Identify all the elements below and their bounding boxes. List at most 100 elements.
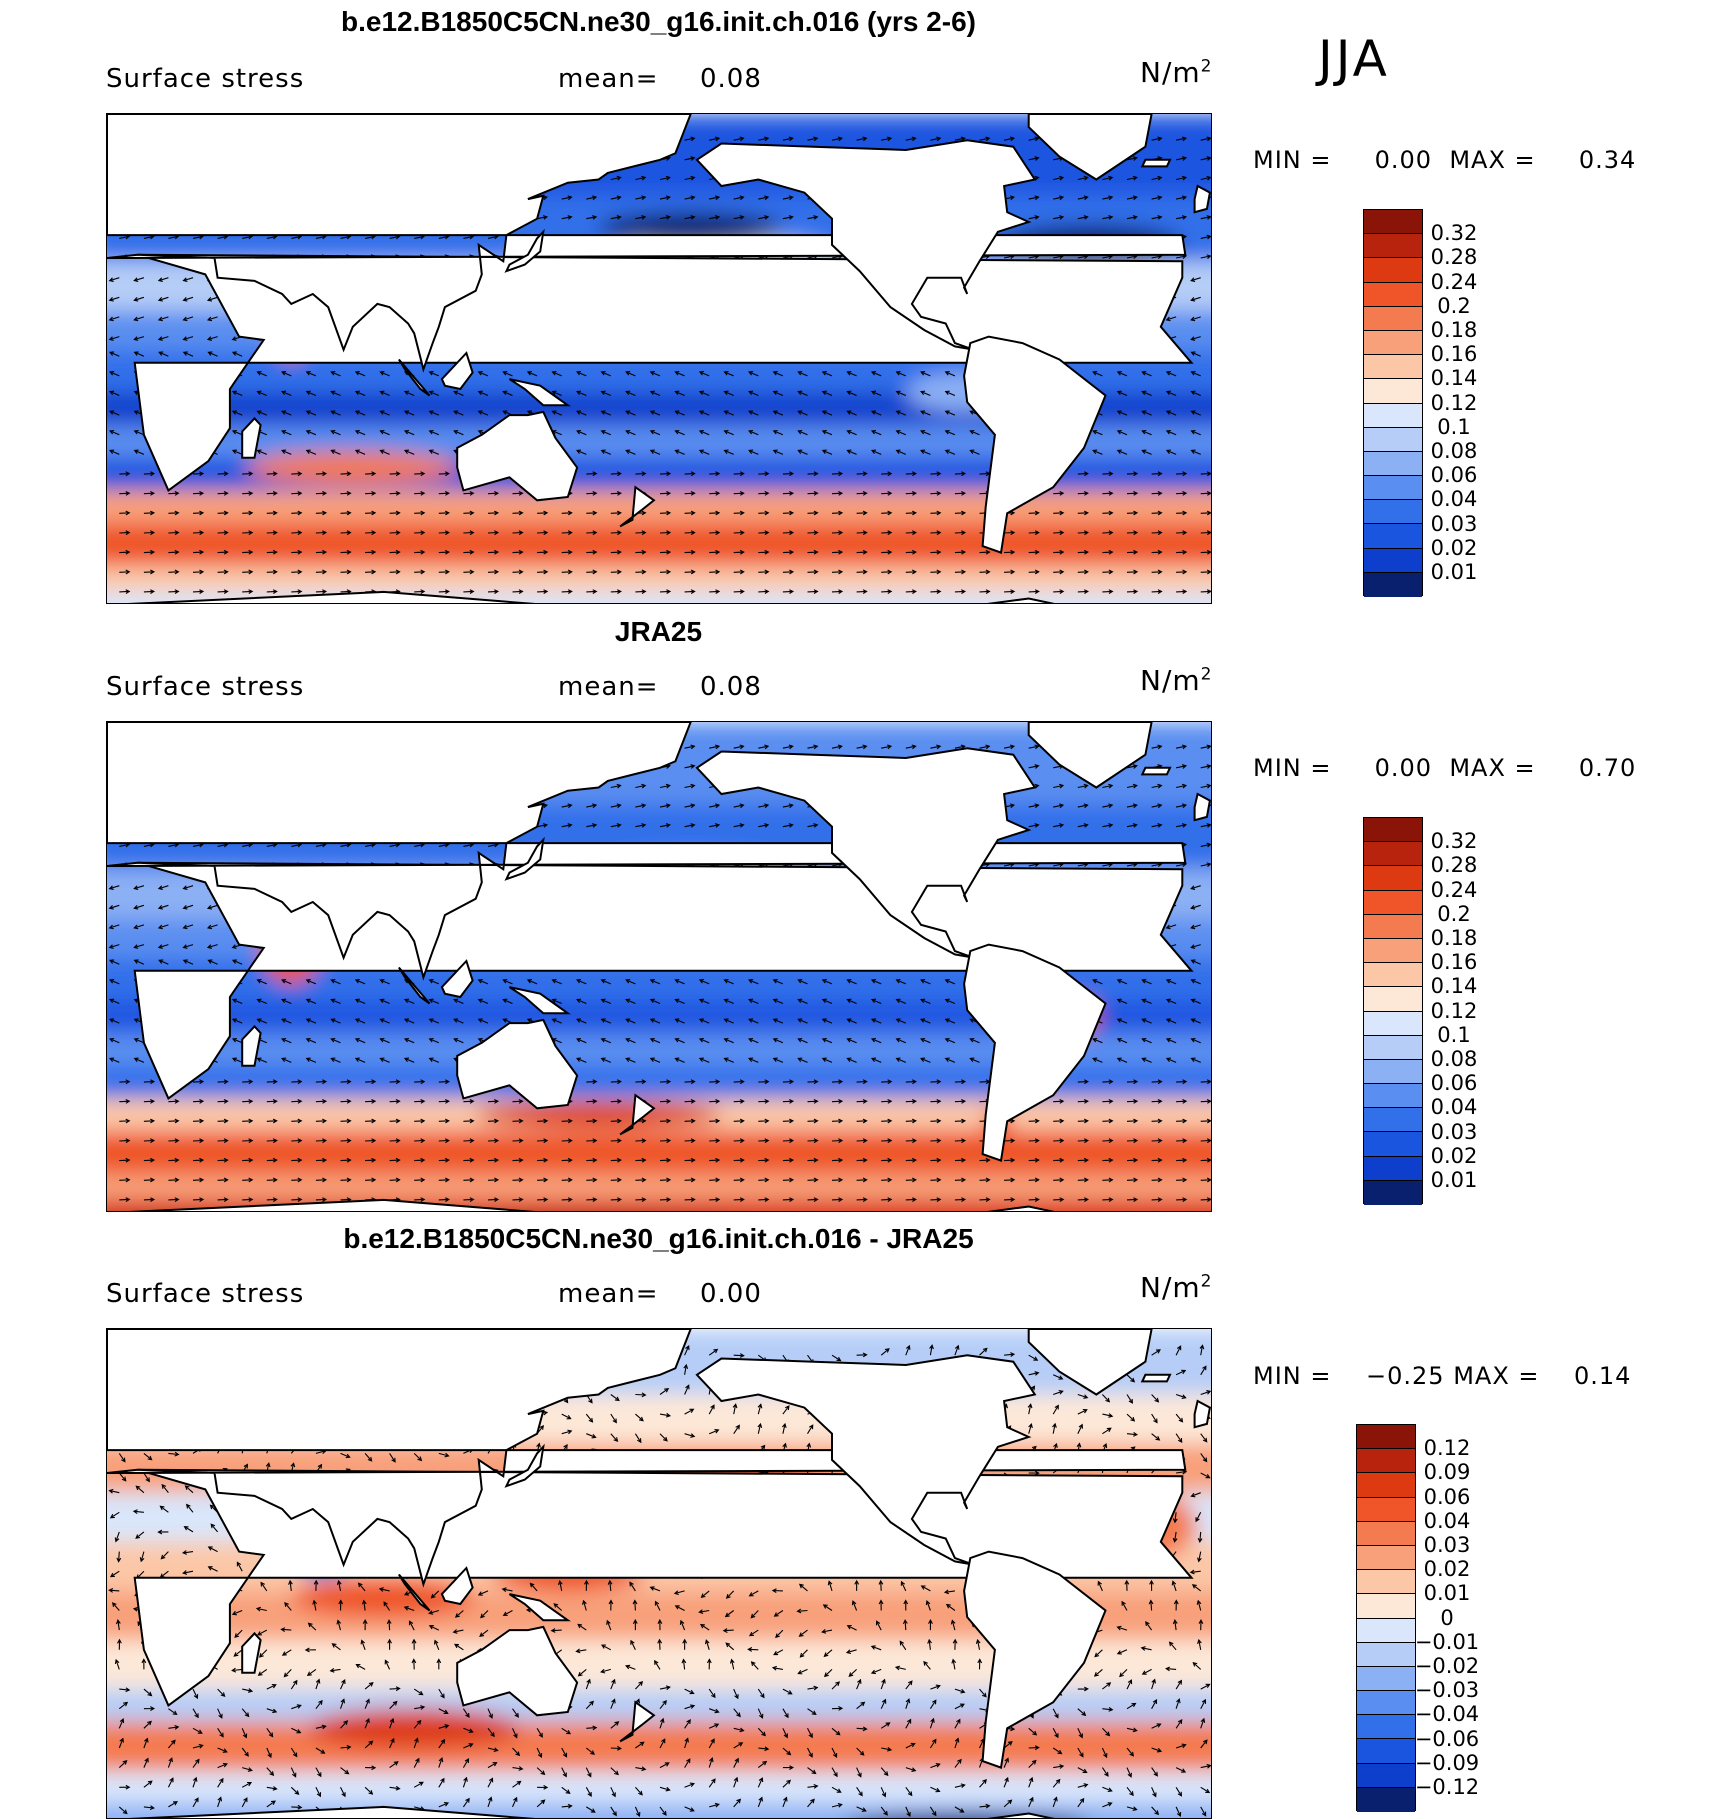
stress-vector-arrow [708,1404,715,1415]
stress-vector-arrow [453,410,464,416]
stress-vector-arrow [895,410,907,416]
stress-vector-arrow [1077,1099,1089,1104]
stress-vector-arrow [143,1157,156,1163]
stress-vector-arrow [684,195,696,201]
land-polygon [1140,1373,1172,1383]
stress-vector-arrow [192,471,205,477]
land-polygon [128,1805,1055,1818]
stress-vector-arrow [168,1118,180,1124]
stress-vector-arrow [1126,1079,1139,1085]
stress-vector-arrow [291,1804,303,1810]
stress-vector-arrow [831,136,843,142]
stress-vector-arrow [192,1197,205,1202]
stress-vector-arrow [1102,1394,1111,1403]
stress-vector-arrow [856,491,868,496]
stress-vector-arrow [133,316,145,322]
stress-blob [245,451,461,484]
stress-vector-arrow [414,1197,426,1202]
stress-vector-arrow [733,1118,745,1124]
stress-vector-arrow [480,1610,489,1619]
stress-vector-arrow [576,390,587,397]
stress-vector-arrow [831,530,844,536]
colorbar-tick-label: 0.04 [1423,1508,1471,1533]
colorbar-segment [1364,403,1422,428]
stress-vector-arrow [659,569,672,575]
stress-vector-arrow [772,1037,784,1044]
stress-vector-arrow [576,1057,587,1063]
stress-vector-arrow [1003,136,1016,142]
stress-vector-arrow [283,1669,292,1678]
stress-vector-arrow [365,1157,377,1163]
stress-vector-arrow [903,1599,909,1611]
stress-vector-arrow [266,1138,278,1144]
stress-vector-arrow [241,1728,248,1739]
stress-vector-arrow [782,1765,795,1770]
stress-vector-arrow [698,410,710,416]
stress-vector-arrow [1028,803,1040,809]
stress-vector-arrow [454,1610,464,1618]
stress-vector-arrow [1116,410,1128,416]
stress-vector-arrow [379,371,390,377]
colorbar-segment [1364,572,1422,597]
stress-vector-arrow [1151,744,1163,750]
stress-vector-arrow [1102,195,1114,201]
colorbar-segment [1364,548,1422,573]
stress-vector-arrow [1151,195,1163,201]
stress-vector-arrow [950,1619,956,1631]
stress-vector-arrow [260,1581,268,1592]
stress-vector-arrow [1148,1599,1154,1611]
colorbar-tick-label: 0.01 [1430,560,1478,584]
stress-vector-arrow [902,1619,908,1631]
stress-vector-arrow [536,215,549,220]
stress-vector-arrow [1151,549,1163,555]
stress-vector-arrow [725,1642,735,1651]
colorbar-segment [1364,500,1422,525]
stress-vector-arrow [340,1720,349,1729]
stress-vector-arrow [954,1138,967,1144]
stress-vector-arrow [698,449,710,455]
stress-vector-arrow [433,1639,440,1651]
stress-vector-arrow [635,1079,647,1085]
stress-vector-arrow [831,549,844,555]
stress-vector-arrow [674,979,685,985]
stress-vector-arrow [771,1665,783,1671]
stress-vector-arrow [291,1079,303,1085]
stress-vector-arrow [414,471,426,477]
stress-vector-arrow [684,1177,696,1183]
stress-vector-arrow [807,1197,819,1202]
stress-vector-arrow [479,1629,489,1638]
stress-vector-arrow [905,471,917,477]
stress-vector-arrow [307,1622,317,1631]
stress-vector-arrow [944,998,956,1005]
stress-vector-arrow [561,589,573,594]
stress-vector-arrow [1126,549,1139,555]
stress-vector-arrow [1176,530,1188,536]
stress-vector-arrow [1197,1551,1202,1563]
stress-vector-arrow [831,744,843,750]
stress-vector-arrow [1028,764,1040,769]
stress-vector-arrow [659,589,672,594]
stress-vector-arrow [1168,1641,1177,1651]
stress-vector-arrow [846,1018,857,1024]
stress-vector-arrow [930,569,942,575]
stress-vector-arrow [1116,371,1128,377]
stress-vector-arrow [1102,549,1114,555]
stress-vector-arrow [389,491,401,496]
stress-vector-arrow [241,1797,248,1808]
stress-vector-arrow [748,1057,759,1063]
stress-vector-arrow [1102,1427,1112,1435]
stress-vector-arrow [610,1678,616,1690]
stress-vector-arrow [610,1698,616,1709]
stress-vector-arrow [315,1079,328,1085]
stress-vector-arrow [698,979,710,985]
stress-vector-arrow [895,979,907,985]
stress-vector-arrow [340,1079,352,1085]
stress-vector-arrow [1126,1786,1134,1797]
stress-vector-arrow [462,1797,470,1808]
stress-vector-arrow [336,1579,342,1592]
stress-vector-arrow [1053,783,1065,789]
stress-vector-arrow [1141,998,1152,1005]
stress-vector-arrow [684,549,696,555]
stress-vector-arrow [831,1354,842,1362]
colorbar-tick-label: 0.03 [1430,511,1478,536]
